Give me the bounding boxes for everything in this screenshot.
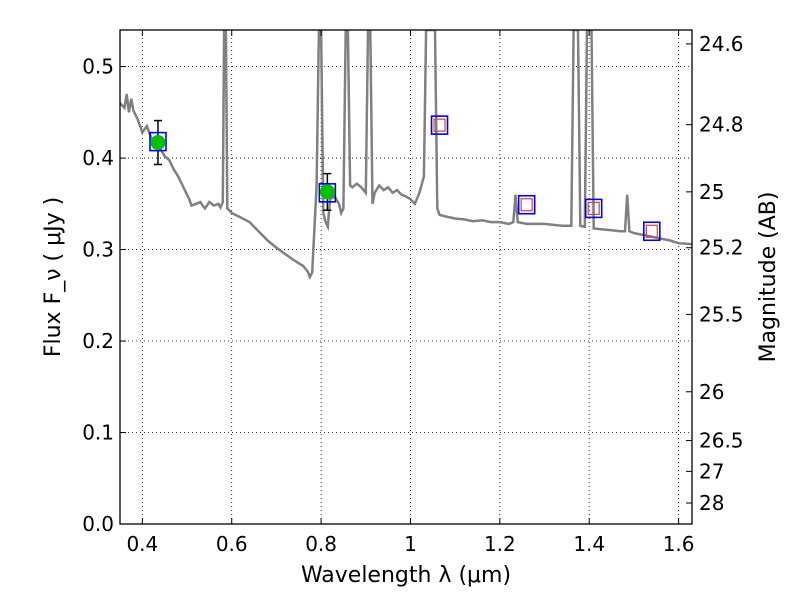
synthetic-flux-marker — [149, 131, 167, 152]
synthetic-flux-marker — [642, 221, 661, 242]
synthetic-flux-marker — [430, 115, 449, 135]
x-tick-label: 1.4 — [573, 532, 605, 556]
model-spectrum-group — [120, 30, 692, 281]
y2-ticks: 24.6 24.8 25 25.2 25.5 26 26.5 27 28 — [686, 32, 744, 515]
y2-tick-label: 26 — [699, 380, 724, 404]
y2-tick-label: 26.5 — [699, 429, 744, 453]
synthetic-flux-inner-marker — [433, 118, 446, 132]
x-tick-label: 1.2 — [484, 532, 516, 556]
gridlines — [120, 30, 692, 525]
plot-frame — [119, 29, 693, 525]
x-tick-label: 0.8 — [305, 532, 337, 556]
y2-tick-label: 25 — [699, 180, 724, 204]
y-axis-label: Flux F_ν ( μJy ) — [41, 197, 66, 357]
markers-group — [149, 115, 661, 242]
y-tick-label: 0.2 — [82, 329, 114, 353]
observed-flux-point — [319, 184, 335, 200]
synthetic-flux-inner-marker — [645, 224, 658, 238]
x-ticks: 0.4 0.6 0.8 1 1.2 1.4 1.6 — [126, 30, 695, 556]
x-axis-label: Wavelength λ (μm) — [301, 563, 511, 588]
y2-tick-label: 24.8 — [699, 113, 744, 137]
y2-tick-label: 25.2 — [699, 236, 744, 260]
y-tick-label: 0.4 — [82, 146, 114, 170]
y2-axis-label: Magnitude (AB) — [756, 192, 781, 363]
synthetic-flux-inner-marker — [587, 201, 600, 215]
x-tick-label: 1 — [404, 532, 417, 556]
y2-tick-label: 27 — [699, 459, 724, 483]
y2-tick-label: 28 — [699, 491, 724, 515]
x-tick-label: 0.4 — [126, 532, 158, 556]
synthetic-flux-inner-marker — [520, 198, 533, 212]
y-tick-label: 0.0 — [82, 512, 114, 536]
y2-tick-label: 25.5 — [699, 302, 744, 326]
y2-tick-label: 24.6 — [699, 32, 744, 56]
model-spectrum-line — [120, 30, 692, 281]
x-tick-label: 0.6 — [216, 532, 248, 556]
synthetic-flux-marker — [318, 183, 337, 203]
y-tick-label: 0.3 — [82, 238, 114, 262]
y-tick-label: 0.1 — [82, 421, 114, 445]
y-ticks: 0.0 0.1 0.2 0.3 0.4 0.5 — [82, 55, 126, 536]
synthetic-flux-marker — [517, 194, 536, 215]
y-tick-label: 0.5 — [82, 55, 114, 79]
observed-flux-point — [150, 135, 166, 151]
synthetic-flux-marker — [584, 198, 603, 219]
x-tick-label: 1.6 — [663, 532, 695, 556]
